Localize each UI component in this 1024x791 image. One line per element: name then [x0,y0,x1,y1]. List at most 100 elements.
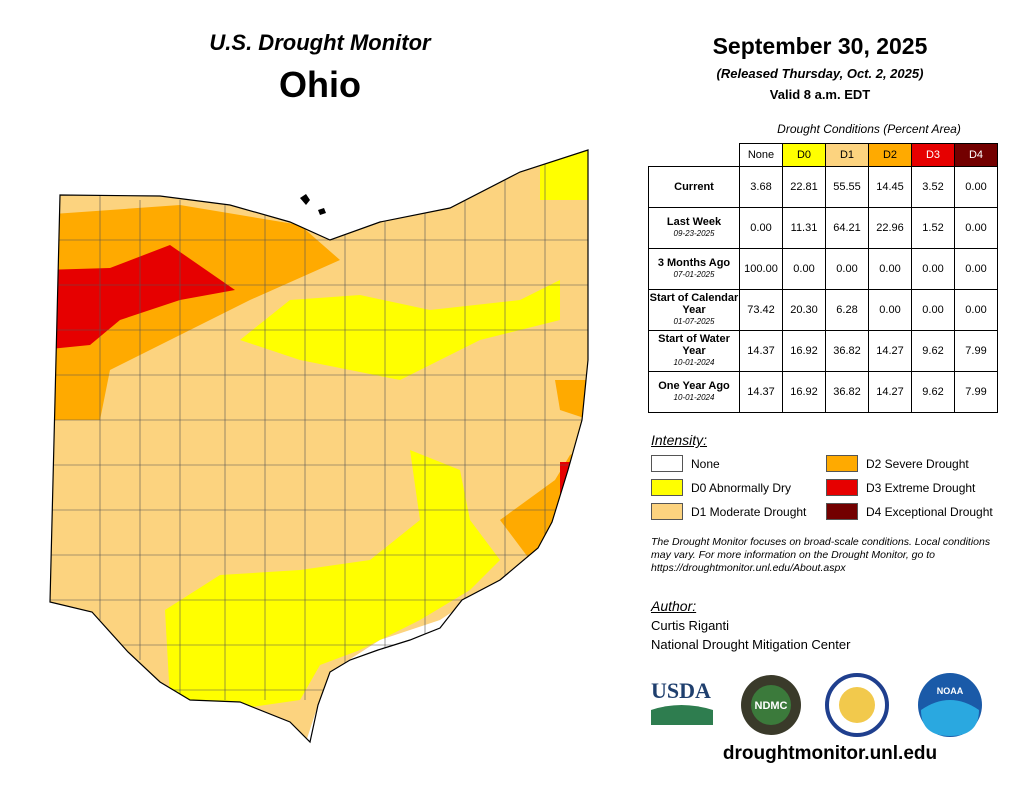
row-date: 01-07-2025 [673,317,715,326]
column-header: None [739,143,783,167]
row-date: 10-01-2024 [673,358,715,367]
header-row: None D0 D1 D2 D3 D4 [649,143,998,167]
website-url: droughtmonitor.unl.edu [722,743,938,764]
row-label: Last Week 09-23-2025 [648,207,740,249]
table-cell: 20.30 [782,289,826,331]
author-org: National Drought Mitigation Center [651,637,851,652]
table-cell: 0.00 [868,248,912,290]
legend-label: D0 Abnormally Dry [691,480,792,495]
ndmc-logo: NDMC [755,700,788,712]
table-caption: Drought Conditions (Percent Area) [777,122,961,136]
table-cell: 73.42 [739,289,783,331]
usda-field [651,705,713,725]
column-header: D1 [825,143,869,167]
lake-islands [300,194,326,215]
row-label-text: 3 Months Ago [657,257,731,269]
table-row: Start of Calendar Year 01-07-2025 73.42 20.… [648,289,998,331]
table-row: Start of Water Year 10-01-2024 14.37 16.92 3… [648,330,998,372]
table-cell: 0.00 [954,289,998,331]
table-cell: 22.96 [868,207,912,249]
table-cell: 55.55 [825,166,869,208]
table-cell: 64.21 [825,207,869,249]
usda-logo: USDA [651,678,711,703]
row-label-text: Start of Water Year [658,333,730,357]
logos: USDA NDMC NOAA [651,673,982,737]
table-cell: 3.52 [911,166,955,208]
row-date: 10-01-2024 [673,393,715,402]
legend-swatch [651,455,683,472]
table-row: Last Week 09-23-2025 0.00 11.31 64.21 22.96 1.… [648,207,998,249]
legend-label: D4 Exceptional Drought [866,504,993,519]
table-cell: 3.68 [739,166,783,208]
table-cell: 14.37 [739,371,783,413]
column-header: D0 [782,143,826,167]
legend-swatch [826,479,858,496]
table-row: One Year Ago 10-01-2024 14.37 16.92 36.82 14.… [648,371,998,413]
table-cell: 0.00 [911,248,955,290]
author-name: Curtis Riganti [651,618,730,633]
noaa-logo: NOAA [937,686,964,696]
row-label: 3 Months Ago 07-01-2025 [648,248,740,290]
row-label-text: One Year Ago [658,380,730,392]
legend-item: D0 Abnormally Dry [651,479,791,496]
state-name: Ohio [279,64,361,105]
table-cell: 0.00 [782,248,826,290]
legend-label: None [691,456,720,471]
table-cell: 0.00 [954,248,998,290]
table-row: 3 Months Ago 07-01-2025 100.00 0.00 0.00 0.00… [648,248,998,290]
table-cell: 16.92 [782,330,826,372]
doc-logo-core [839,687,875,723]
legend-item: None [651,455,720,472]
ndmc-logo-core [751,685,791,725]
legend-label: D1 Moderate Drought [691,504,807,519]
table-cell: 6.28 [825,289,869,331]
map-date: September 30, 2025 [712,33,928,59]
table-cell: 0.00 [954,166,998,208]
table-cell: 9.62 [911,330,955,372]
table-cell: 0.00 [911,289,955,331]
ohio-map [49,149,589,744]
row-label: Start of Water Year 10-01-2024 [648,330,740,372]
legend-label: D2 Severe Drought [866,456,969,471]
row-label-text: Last Week [666,216,722,228]
legend-swatch [651,503,683,520]
table-cell: 0.00 [954,207,998,249]
table-cell: 14.45 [868,166,912,208]
column-header: D3 [911,143,955,167]
release-date: (Released Thursday, Oct. 2, 2025) [716,66,924,81]
author-heading: Author: [651,598,697,614]
legend-swatch [826,503,858,520]
corner [649,144,740,167]
row-date: 09-23-2025 [673,229,715,238]
d3-area [50,245,235,350]
table-cell: 100.00 [739,248,783,290]
table-cell: 0.00 [868,289,912,331]
legend-swatch [826,455,858,472]
table-cell: 7.99 [954,330,998,372]
table-cell: 9.62 [911,371,955,413]
table-cell: 7.99 [954,371,998,413]
table-cell: 14.37 [739,330,783,372]
table-cell: 0.00 [825,248,869,290]
row-label: Current [648,166,740,208]
legend-item: D1 Moderate Drought [651,503,806,520]
row-label-text: Current [674,181,714,193]
valid-time: Valid 8 a.m. EDT [769,87,871,102]
table-cell: 36.82 [825,371,869,413]
legend-label: D3 Extreme Drought [866,480,976,495]
d0-area [540,150,588,200]
state-outline [49,149,589,744]
table-cell: 16.92 [782,371,826,413]
title: U.S. Drought Monitor [209,30,431,55]
table-cell: 14.27 [868,330,912,372]
drought-areas [50,150,588,742]
table-cell: 11.31 [782,207,826,249]
conditions-table: None D0 D1 D2 D3 D4 Current 3.68 22.81 55.55 14.45… [648,143,998,413]
table-cell: 22.81 [782,166,826,208]
legend-item: D4 Exceptional Drought [826,503,993,520]
legend-title: Intensity: [651,432,708,448]
table-cell: 0.00 [739,207,783,249]
table-cell: 36.82 [825,330,869,372]
